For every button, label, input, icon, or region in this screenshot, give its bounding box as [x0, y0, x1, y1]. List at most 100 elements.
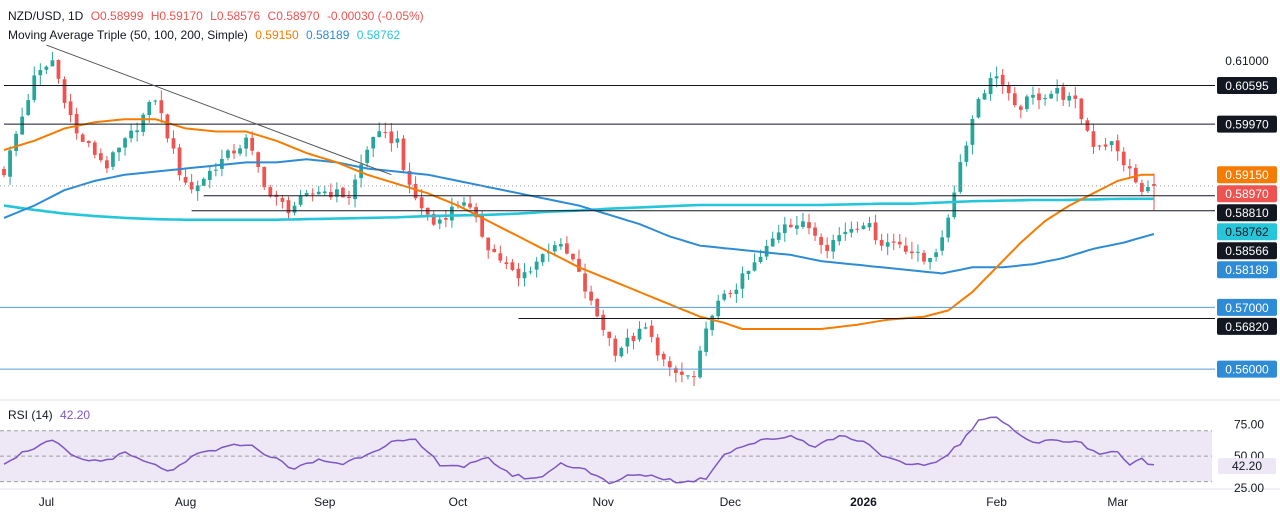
candle[interactable]	[14, 130, 18, 157]
candle[interactable]	[474, 203, 478, 223]
candles[interactable]	[2, 51, 1156, 386]
candle[interactable]	[1133, 164, 1138, 184]
candle[interactable]	[934, 248, 938, 262]
candle[interactable]	[286, 196, 291, 221]
candle[interactable]	[50, 51, 55, 67]
candle[interactable]	[849, 221, 854, 238]
candle[interactable]	[982, 89, 987, 100]
candle[interactable]	[637, 321, 642, 342]
candle[interactable]	[238, 144, 242, 156]
candle[interactable]	[710, 314, 715, 336]
candle[interactable]	[189, 173, 194, 194]
candle[interactable]	[80, 133, 85, 143]
candle[interactable]	[177, 143, 182, 181]
candle[interactable]	[667, 356, 672, 377]
candle[interactable]	[655, 334, 660, 361]
candle[interactable]	[1018, 104, 1023, 119]
candle[interactable]	[244, 133, 248, 157]
candle[interactable]	[419, 189, 424, 217]
candle[interactable]	[958, 154, 963, 194]
candle[interactable]	[468, 195, 472, 210]
candle[interactable]	[625, 328, 630, 354]
candle[interactable]	[165, 113, 170, 143]
candle[interactable]	[117, 147, 121, 162]
candle[interactable]	[976, 97, 981, 119]
candle[interactable]	[68, 94, 73, 123]
candle[interactable]	[111, 150, 115, 171]
candle[interactable]	[86, 140, 91, 148]
candle[interactable]	[413, 176, 418, 201]
candle[interactable]	[1103, 138, 1108, 151]
candle[interactable]	[1061, 82, 1066, 106]
candle[interactable]	[843, 222, 848, 241]
candle[interactable]	[686, 375, 690, 380]
candle[interactable]	[861, 222, 866, 230]
candle[interactable]	[492, 244, 497, 253]
candle[interactable]	[498, 245, 503, 263]
candle[interactable]	[879, 233, 884, 251]
candle[interactable]	[1043, 94, 1047, 106]
candle[interactable]	[1031, 86, 1035, 105]
candle[interactable]	[855, 221, 860, 233]
candle[interactable]	[347, 190, 351, 205]
candle[interactable]	[1127, 158, 1132, 178]
candle[interactable]	[801, 212, 805, 229]
candle[interactable]	[123, 136, 127, 156]
candle[interactable]	[946, 214, 951, 243]
candle[interactable]	[298, 189, 303, 207]
candle[interactable]	[770, 231, 775, 247]
candle[interactable]	[135, 122, 140, 142]
candle[interactable]	[20, 107, 25, 135]
candle[interactable]	[1025, 94, 1029, 113]
candle[interactable]	[903, 237, 908, 255]
candle[interactable]	[916, 244, 920, 262]
candle[interactable]	[516, 263, 521, 287]
candle[interactable]	[462, 197, 466, 208]
candle[interactable]	[994, 66, 999, 88]
candle[interactable]	[837, 227, 842, 246]
candle[interactable]	[56, 59, 61, 84]
candle[interactable]	[680, 362, 684, 383]
candle[interactable]	[734, 283, 739, 303]
candle[interactable]	[510, 259, 515, 272]
candle[interactable]	[365, 146, 370, 168]
candle[interactable]	[643, 322, 648, 330]
candle[interactable]	[425, 207, 430, 221]
candle[interactable]	[62, 76, 67, 109]
candle[interactable]	[1146, 180, 1150, 194]
candle[interactable]	[38, 63, 43, 85]
candle[interactable]	[98, 148, 103, 163]
candle[interactable]	[970, 115, 975, 155]
candle[interactable]	[1055, 79, 1060, 102]
candle[interactable]	[534, 257, 539, 278]
candle[interactable]	[1097, 144, 1102, 151]
candle[interactable]	[891, 233, 896, 251]
candle[interactable]	[722, 290, 727, 302]
candle[interactable]	[207, 167, 212, 189]
candle[interactable]	[250, 131, 255, 156]
candle[interactable]	[728, 289, 733, 298]
candle[interactable]	[92, 140, 97, 159]
candle[interactable]	[262, 166, 267, 191]
candle[interactable]	[1049, 90, 1053, 100]
candle[interactable]	[988, 72, 993, 101]
candle[interactable]	[782, 216, 787, 242]
candle[interactable]	[183, 169, 188, 185]
candle[interactable]	[661, 351, 666, 367]
candle[interactable]	[825, 237, 830, 259]
candle[interactable]	[673, 365, 678, 383]
candle[interactable]	[1067, 92, 1072, 107]
candle[interactable]	[813, 222, 817, 242]
candle[interactable]	[1091, 123, 1096, 154]
candle[interactable]	[389, 123, 394, 152]
candle[interactable]	[129, 124, 133, 143]
candle[interactable]	[1037, 87, 1041, 110]
candle[interactable]	[528, 266, 533, 275]
candle[interactable]	[613, 335, 618, 362]
candle[interactable]	[522, 263, 527, 287]
candle[interactable]	[377, 122, 382, 138]
candle[interactable]	[383, 122, 388, 139]
candle[interactable]	[577, 249, 581, 273]
candle[interactable]	[704, 321, 708, 357]
candle[interactable]	[226, 149, 230, 161]
